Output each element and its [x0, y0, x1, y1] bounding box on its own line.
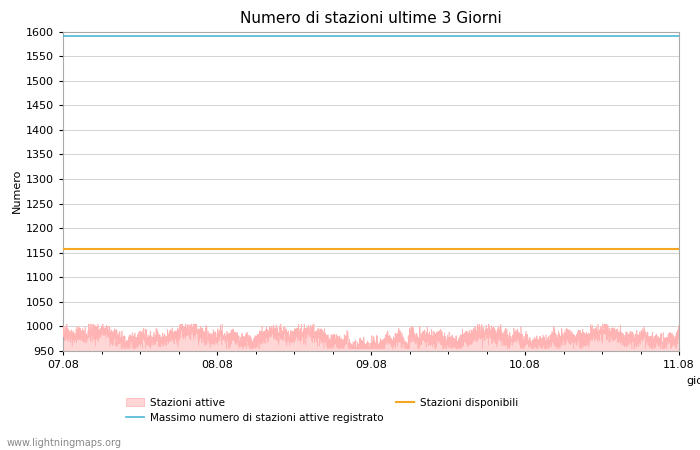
- Y-axis label: Numero: Numero: [12, 169, 22, 213]
- Title: Numero di stazioni ultime 3 Giorni: Numero di stazioni ultime 3 Giorni: [240, 11, 502, 26]
- Text: www.lightningmaps.org: www.lightningmaps.org: [7, 438, 122, 448]
- Text: giorno: giorno: [686, 376, 700, 386]
- Legend: Stazioni attive, Massimo numero di stazioni attive registrato, Stazioni disponib: Stazioni attive, Massimo numero di stazi…: [125, 398, 518, 423]
